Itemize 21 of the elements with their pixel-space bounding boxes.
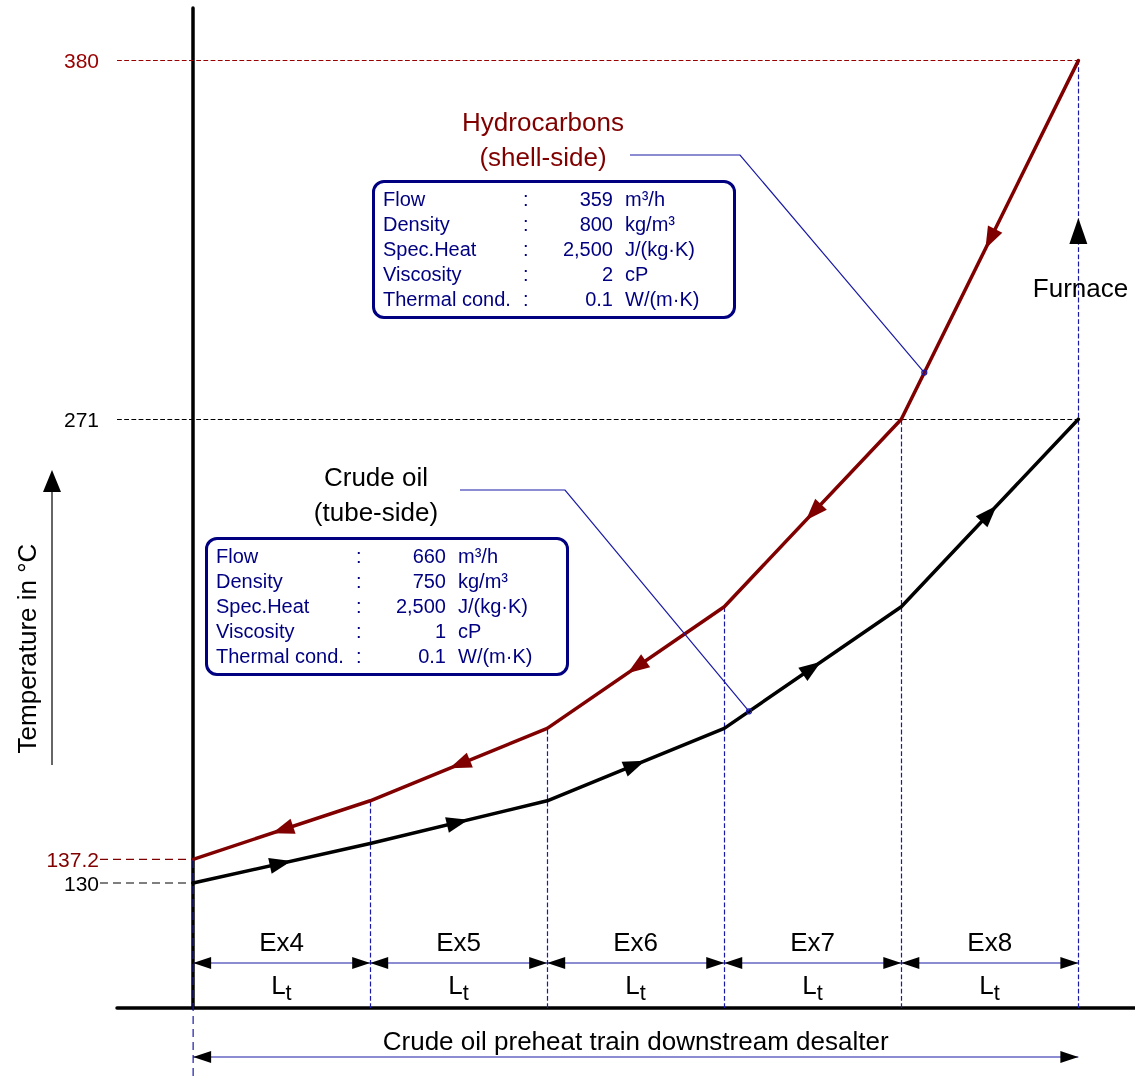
y-tick-label: 130 xyxy=(63,871,99,895)
y-axis-title: Temperature in °C xyxy=(12,543,44,753)
annotation: Ex8 xyxy=(967,926,1013,958)
annotation: Ex5 xyxy=(436,926,481,958)
y-tick-label: 137.2 xyxy=(46,847,99,871)
annotation: Ex7 xyxy=(790,926,836,958)
annotation: L$_{t}$ xyxy=(625,970,646,1007)
y-tick-label: 271 xyxy=(63,407,99,431)
annotation: Ex4 xyxy=(259,926,304,958)
annotation: L$_{t}$ xyxy=(802,970,823,1007)
annotation: Ex6 xyxy=(613,926,659,958)
text: Hydrocarbons (shell-side) xyxy=(461,106,625,174)
x-axis-title: Crude oil preheat train downstream desalter xyxy=(382,1025,889,1057)
annotation: L$_{t}$ xyxy=(979,970,1000,1007)
property-panel: Flow : 359 m³/h Density : 800 kg/m³ Spec.Heat : 2,500 J/(kg·K) Viscosity : 2 cP Thermal cond. : 0.1 W/(m·K) xyxy=(372,180,736,319)
y-tick-label: 380 xyxy=(63,49,99,73)
annotation: L$_{t}$ xyxy=(448,970,469,1007)
annotation: Furnace xyxy=(1032,272,1129,304)
annotation: L$_{t}$ xyxy=(271,970,292,1007)
text: Crude oil (tube-side) xyxy=(312,461,440,529)
property-panel: Flow : 660 m³/h Density : 750 kg/m³ Spec.Heat : 2,500 J/(kg·K) Viscosity : 1 cP Thermal cond. : 0.1 W/(m·K) xyxy=(205,537,569,676)
